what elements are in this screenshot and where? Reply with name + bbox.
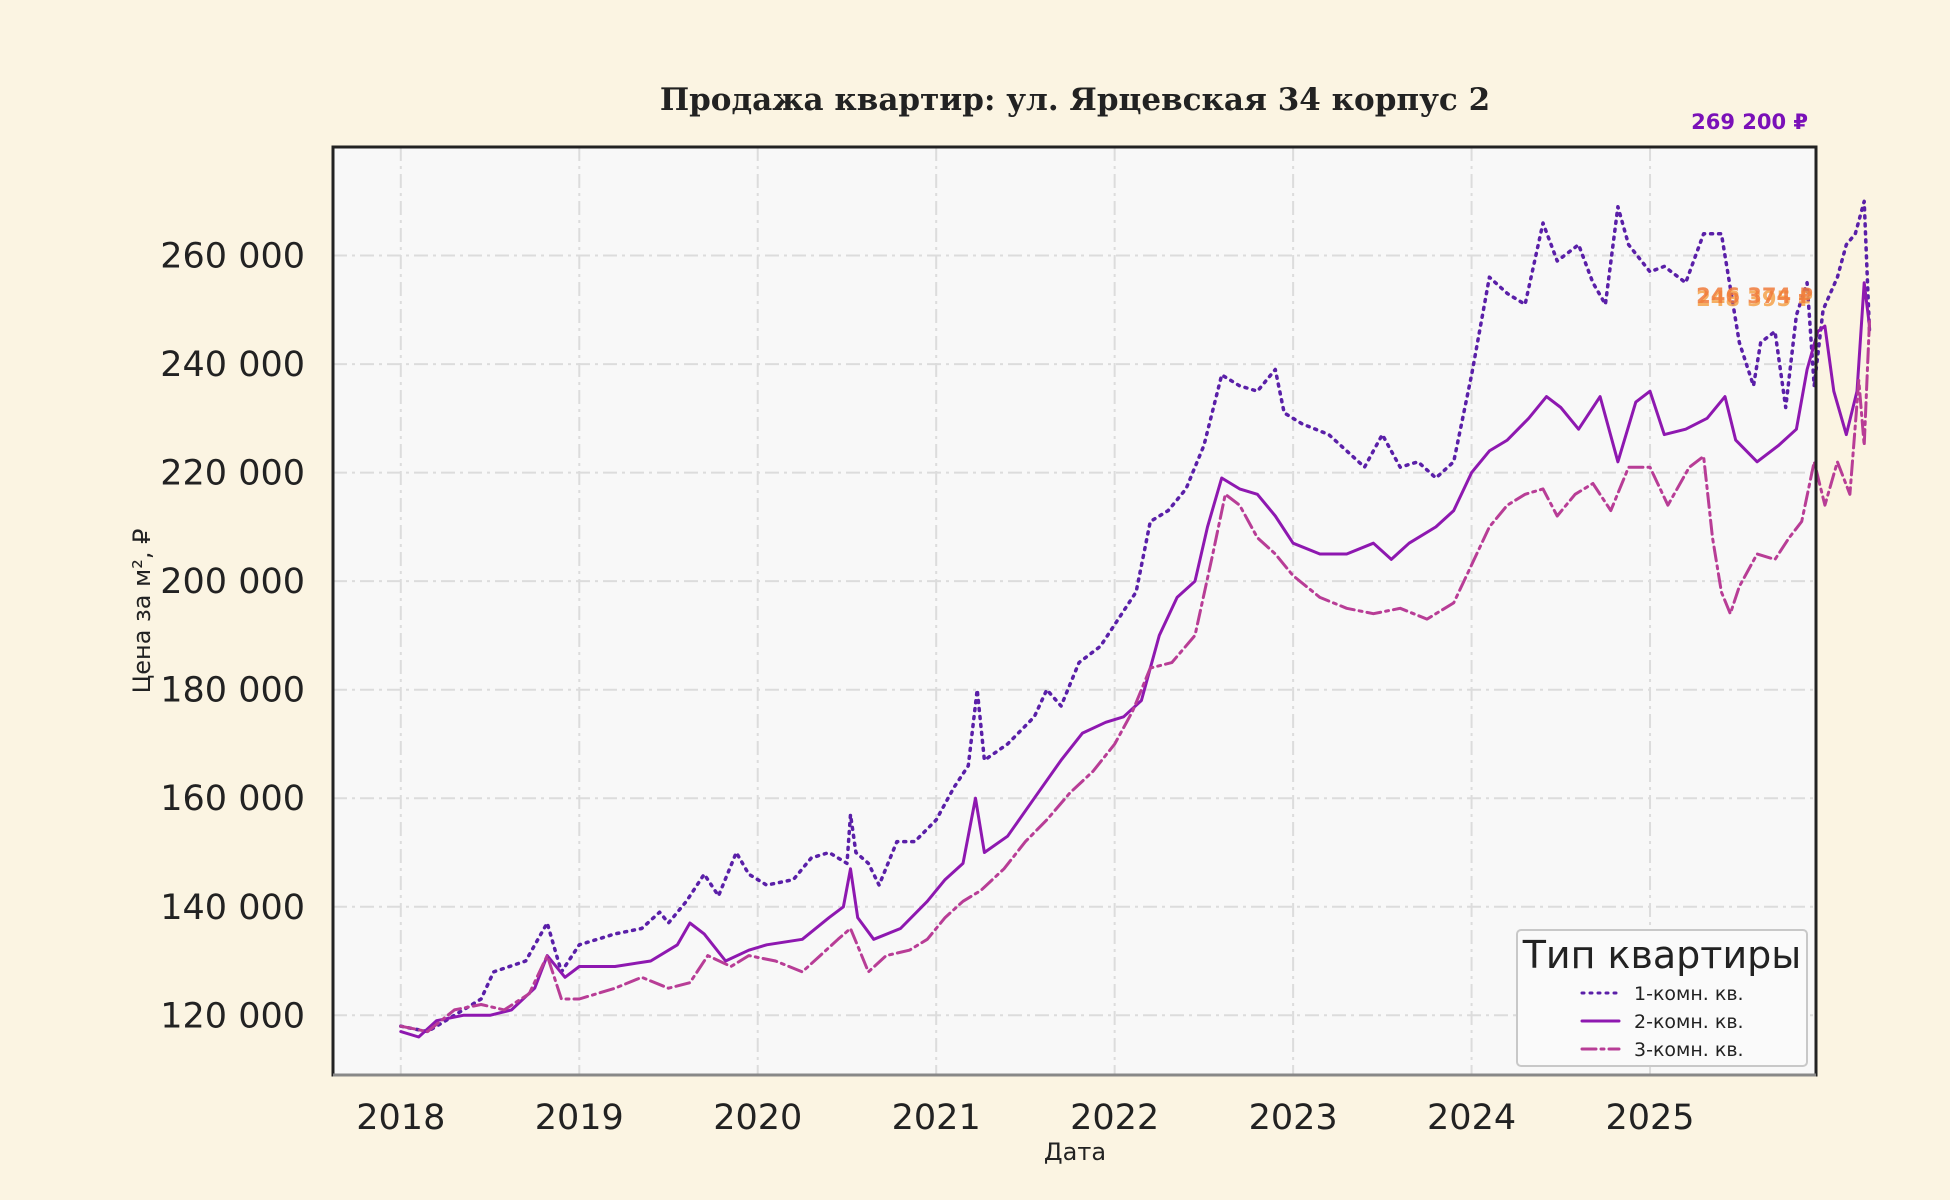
y-tick-label: 220 000 [160,454,305,494]
grid [333,147,1816,1075]
y-tick-label: 180 000 [160,671,305,711]
end-label-2: 246 374 ₽ [1696,284,1813,308]
end-label-1: 269 200 ₽ [1691,110,1808,134]
x-tick-labels: 2018 2019 2020 2021 2022 2023 2024 2025 [356,1098,1694,1138]
series-line-1 [399,199,1872,1034]
legend-label-2: 2-комн. кв. [1634,1011,1744,1033]
y-tick-label: 120 000 [160,996,305,1036]
y-tick-label: 160 000 [160,779,305,819]
series-line-2 [399,281,1871,1039]
series-layer [399,199,1872,1039]
legend-title: Тип квартиры [1522,933,1802,977]
legend-items: 1-комн. кв. 2-комн. кв. 3-комн. кв. [1580,983,1744,1061]
x-tick-label: 2025 [1605,1098,1694,1138]
legend-label-3: 3-комн. кв. [1634,1039,1744,1061]
x-axis-label: Дата [1044,1138,1106,1166]
y-tick-labels: 120 000 140 000 160 000 180 000 200 000 220 0… [160,237,305,1037]
y-tick-label: 140 000 [160,888,305,928]
end-labels: 269 200 ₽ 248 395 ₽246 374 ₽ [1691,110,1813,311]
y-axis-label: Цена за м², ₽ [128,529,156,694]
legend-label-1: 1-комн. кв. [1634,983,1744,1005]
x-tick-label: 2019 [535,1098,624,1138]
y-tick-label: 240 000 [160,345,305,385]
x-tick-label: 2021 [892,1098,981,1138]
chart-title: Продажа квартир: ул. Ярцевская 34 корпус… [660,82,1490,118]
legend-box [1516,929,1808,1067]
series-line-3 [399,319,1871,1034]
y-tick-label: 260 000 [160,237,305,277]
x-tick-label: 2023 [1249,1098,1338,1138]
x-tick-label: 2020 [713,1098,802,1138]
x-tick-label: 2018 [356,1098,445,1138]
x-tick-label: 2022 [1070,1098,1159,1138]
legend: Тип квартиры 1-комн. кв. 2-комн. кв. 3-ком… [1516,929,1808,1067]
x-tick-label: 2024 [1427,1098,1516,1138]
y-tick-label: 200 000 [160,562,305,602]
end-label-3: 248 395 ₽ [1696,287,1813,311]
